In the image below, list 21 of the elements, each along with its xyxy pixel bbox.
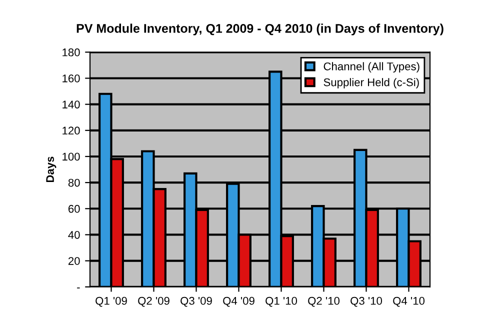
y-tick-label: 160: [62, 74, 80, 82]
y-tick-label: 40: [68, 230, 80, 239]
x-tick-label: Q1 '10: [266, 296, 298, 307]
y-tick-label: 140: [62, 100, 80, 108]
x-tick-label: Q2 '09: [138, 296, 170, 307]
x-tick-label: Q2 '10: [308, 296, 340, 307]
chart-title: PV Module Inventory, Q1 2009 - Q4 2010 (in Days of Inventory): [76, 24, 444, 36]
x-tick-label: Q1 '09: [96, 296, 127, 307]
x-tick-label: Q4 '10: [393, 296, 425, 307]
x-tick-label: Q3 '10: [350, 296, 382, 307]
legend-label: Channel (All Types): [324, 62, 420, 73]
x-tick-label: Q4 '09: [223, 296, 254, 307]
y-tick-label: 80: [68, 178, 80, 187]
y-tick-label: 60: [68, 204, 80, 213]
y-axis-title: Days: [46, 156, 56, 182]
y-tick-label: 180: [62, 48, 80, 56]
x-tick-label: Q3 '09: [180, 296, 212, 307]
legend-label: Supplier Held (c-Si): [324, 78, 419, 88]
y-tick-label: 20: [68, 257, 80, 265]
y-tick-label: 120: [62, 126, 80, 135]
y-tick-label: 100: [62, 152, 80, 161]
